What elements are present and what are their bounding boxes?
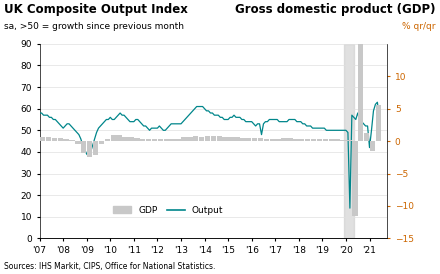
- Text: % qr/qr: % qr/qr: [402, 22, 436, 31]
- Bar: [187, 136, 193, 141]
- Bar: [81, 141, 87, 153]
- Bar: [63, 139, 69, 141]
- Bar: [282, 138, 287, 141]
- Bar: [164, 139, 169, 141]
- Text: Gross domestic product (GDP): Gross domestic product (GDP): [235, 3, 436, 16]
- Bar: [264, 139, 269, 141]
- Bar: [352, 141, 358, 216]
- Bar: [270, 139, 275, 141]
- Bar: [117, 135, 122, 141]
- Bar: [110, 135, 116, 141]
- Bar: [193, 136, 198, 141]
- Bar: [299, 139, 304, 141]
- Bar: [128, 137, 134, 141]
- Bar: [370, 141, 375, 151]
- Bar: [240, 138, 246, 141]
- Text: UK Composite Output Index: UK Composite Output Index: [4, 3, 188, 16]
- Bar: [334, 139, 340, 141]
- Bar: [152, 139, 157, 141]
- Bar: [311, 139, 316, 141]
- Bar: [329, 139, 334, 141]
- Bar: [69, 140, 75, 141]
- Bar: [169, 139, 175, 141]
- Bar: [51, 138, 57, 141]
- Bar: [364, 133, 369, 141]
- Bar: [87, 141, 92, 157]
- Bar: [234, 137, 240, 141]
- Bar: [122, 136, 128, 141]
- Bar: [376, 105, 381, 141]
- Bar: [323, 139, 328, 141]
- Bar: [340, 140, 346, 141]
- Bar: [293, 139, 299, 141]
- Bar: [99, 141, 104, 144]
- Bar: [75, 141, 81, 144]
- Bar: [317, 139, 322, 141]
- Bar: [176, 139, 181, 141]
- Bar: [211, 136, 216, 141]
- Bar: [146, 139, 151, 141]
- Bar: [158, 139, 163, 141]
- Bar: [216, 136, 222, 141]
- Bar: [205, 136, 210, 141]
- Bar: [134, 138, 139, 141]
- Bar: [275, 139, 281, 141]
- Bar: [105, 139, 110, 141]
- Bar: [346, 140, 352, 141]
- Bar: [252, 138, 257, 141]
- Bar: [46, 137, 51, 141]
- Bar: [58, 138, 63, 141]
- Bar: [258, 138, 263, 141]
- Bar: [228, 136, 234, 141]
- Bar: [140, 139, 145, 141]
- Bar: [93, 141, 98, 155]
- Text: sa, >50 = growth since previous month: sa, >50 = growth since previous month: [4, 22, 184, 31]
- Bar: [223, 136, 228, 141]
- Bar: [344, 44, 354, 238]
- Bar: [305, 139, 310, 141]
- Bar: [287, 138, 293, 141]
- Bar: [181, 137, 187, 141]
- Bar: [358, 37, 363, 141]
- Bar: [246, 138, 251, 141]
- Text: Sources: IHS Markit, CIPS, Office for National Statistics.: Sources: IHS Markit, CIPS, Office for Na…: [4, 262, 216, 271]
- Bar: [199, 136, 204, 141]
- Bar: [40, 137, 45, 141]
- Legend: GDP, Output: GDP, Output: [110, 202, 227, 218]
